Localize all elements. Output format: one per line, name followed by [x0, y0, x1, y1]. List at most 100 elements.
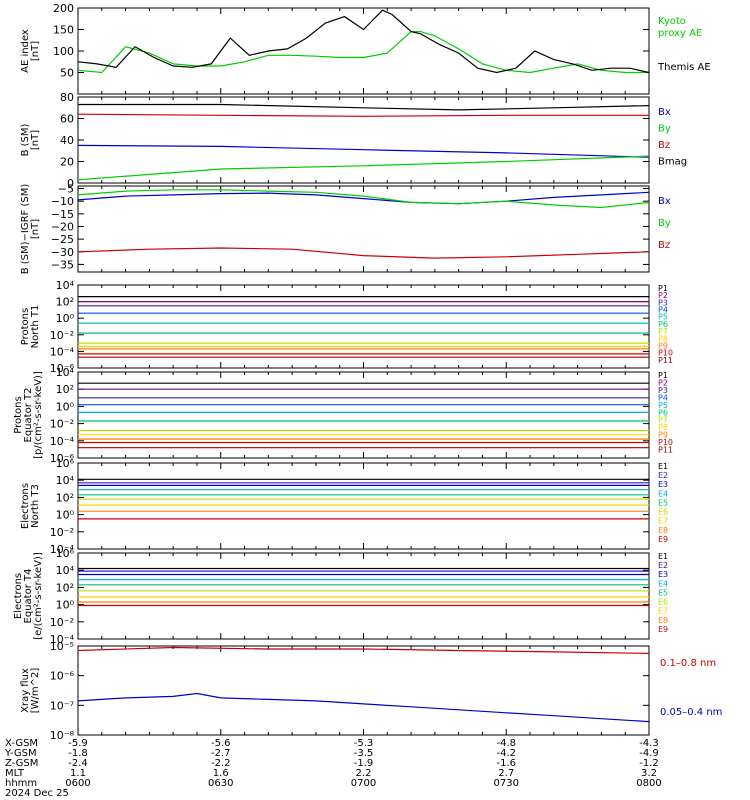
y-axis-label: [nT]	[30, 41, 41, 61]
ephemeris-value: -2.7	[211, 748, 231, 759]
legend-label: E3	[658, 570, 668, 579]
series-line	[77, 113, 649, 117]
y-tick-label: 40	[60, 134, 74, 147]
y-axis-label: Electrons	[13, 573, 24, 619]
ephemeris-value: 1.6	[213, 768, 229, 779]
panel-frame	[77, 552, 650, 640]
y-tick-label: 10²	[56, 581, 74, 594]
y-axis-label: Protons	[13, 396, 24, 433]
y-tick-label: 10⁻⁴	[50, 435, 75, 448]
y-axis-label: Protons	[20, 308, 31, 345]
ephemeris-value: -4.2	[496, 748, 516, 759]
legend-label: 0.05–0.4 nm	[660, 707, 722, 718]
y-tick-label: 20	[60, 156, 74, 169]
y-tick-label: 10²	[56, 383, 74, 396]
legend-label: Themis AE	[657, 62, 711, 73]
legend-label: E8	[658, 526, 668, 535]
y-axis-label: Electrons	[20, 483, 31, 529]
legend-label: P1	[658, 371, 668, 380]
ephemeris-value: -4.3	[639, 738, 659, 749]
legend-label: E5	[658, 498, 668, 507]
panel-frame	[77, 284, 650, 369]
y-tick-label: −25	[51, 233, 74, 246]
legend-label: P11	[658, 356, 673, 365]
y-tick-label: 10⁰	[56, 599, 75, 612]
legend-label: E6	[658, 508, 668, 517]
ephemeris-label: Y-GSM	[4, 748, 37, 759]
series-line	[77, 247, 650, 259]
legend-label: E4	[658, 579, 668, 588]
legend-label: P8	[658, 423, 668, 432]
legend-label: P2	[658, 291, 668, 300]
legend-label: P9	[658, 431, 668, 440]
series-line	[77, 191, 650, 205]
y-axis-label: [W/m^2]	[30, 668, 41, 714]
series-line	[77, 9, 650, 74]
series-line	[77, 189, 650, 209]
y-tick-label: 10⁻⁷	[50, 699, 74, 712]
y-tick-label: 10⁻⁴	[50, 633, 75, 646]
legend-label: P4	[658, 393, 668, 402]
y-axis-label: [nT]	[30, 219, 41, 239]
y-tick-label: 150	[53, 24, 74, 37]
ephemeris-label: Z-GSM	[5, 758, 38, 769]
y-tick-label: −5	[58, 183, 74, 196]
y-tick-label: 100	[53, 45, 74, 58]
ephemeris-value: -2.4	[68, 758, 88, 769]
y-tick-label: 80	[60, 91, 74, 104]
legend-label: P8	[658, 334, 668, 343]
series-line	[77, 144, 650, 158]
legend-label: P6	[658, 408, 668, 417]
ephemeris-value: -1.9	[354, 758, 374, 769]
legend-label: E3	[658, 480, 668, 489]
date-label: 2024 Dec 25	[5, 788, 69, 799]
y-tick-label: 50	[60, 67, 74, 80]
y-tick-label: 10²	[56, 296, 74, 309]
y-tick-label: 10²	[56, 491, 74, 504]
series-line	[77, 155, 650, 181]
y-tick-label: 10⁻²	[50, 526, 74, 539]
series-line	[77, 31, 649, 74]
legend-label: Bmag	[658, 157, 687, 168]
legend-label: P6	[658, 320, 668, 329]
legend-label: P9	[658, 341, 668, 350]
y-tick-label: 10⁴	[56, 366, 75, 379]
legend-label: proxy AE	[658, 28, 702, 39]
panel-frame	[77, 371, 650, 459]
y-axis-label: Equator T2	[23, 388, 34, 443]
y-tick-label: 10⁻⁴	[50, 543, 75, 556]
y-axis-label: B (SM)−IGRF (SM)	[20, 184, 31, 275]
y-tick-label: 10⁻⁶	[50, 362, 75, 375]
ephemeris-label: MLT	[5, 768, 25, 779]
series-line	[78, 103, 650, 111]
y-tick-label: 0	[67, 177, 74, 190]
ephemeris-value: -2.2	[211, 758, 231, 769]
legend-label: E7	[658, 517, 668, 526]
ephemeris-label: X-GSM	[5, 738, 38, 749]
y-tick-label: −35	[51, 258, 74, 271]
ephemeris-value: 0700	[351, 778, 376, 789]
ephemeris-value: -4.8	[496, 738, 516, 749]
legend-label: Bz	[658, 140, 670, 151]
legend-label: E5	[658, 588, 668, 597]
y-tick-label: 10⁻⁶	[50, 452, 75, 465]
legend-label: E6	[658, 598, 668, 607]
legend-label: P3	[658, 298, 668, 307]
ephemeris-value: 0800	[636, 778, 661, 789]
legend-label: E7	[658, 607, 668, 616]
legend-label: Bx	[658, 196, 671, 207]
legend-label: E9	[658, 625, 668, 634]
ephemeris-value: -5.6	[211, 738, 231, 749]
y-tick-label: −10	[51, 195, 74, 208]
panel-frame	[77, 462, 650, 550]
legend-label: E1	[658, 462, 668, 471]
y-axis-label: AE index	[20, 29, 31, 73]
panel-frame	[77, 96, 650, 184]
series-line	[77, 646, 650, 654]
y-tick-label: 10⁰	[56, 509, 75, 522]
ephemeris-value: -3.5	[354, 748, 374, 759]
ephemeris-value: 0600	[65, 778, 90, 789]
y-axis-label: North T3	[30, 484, 41, 528]
ephemeris-value: 2.2	[356, 768, 372, 779]
